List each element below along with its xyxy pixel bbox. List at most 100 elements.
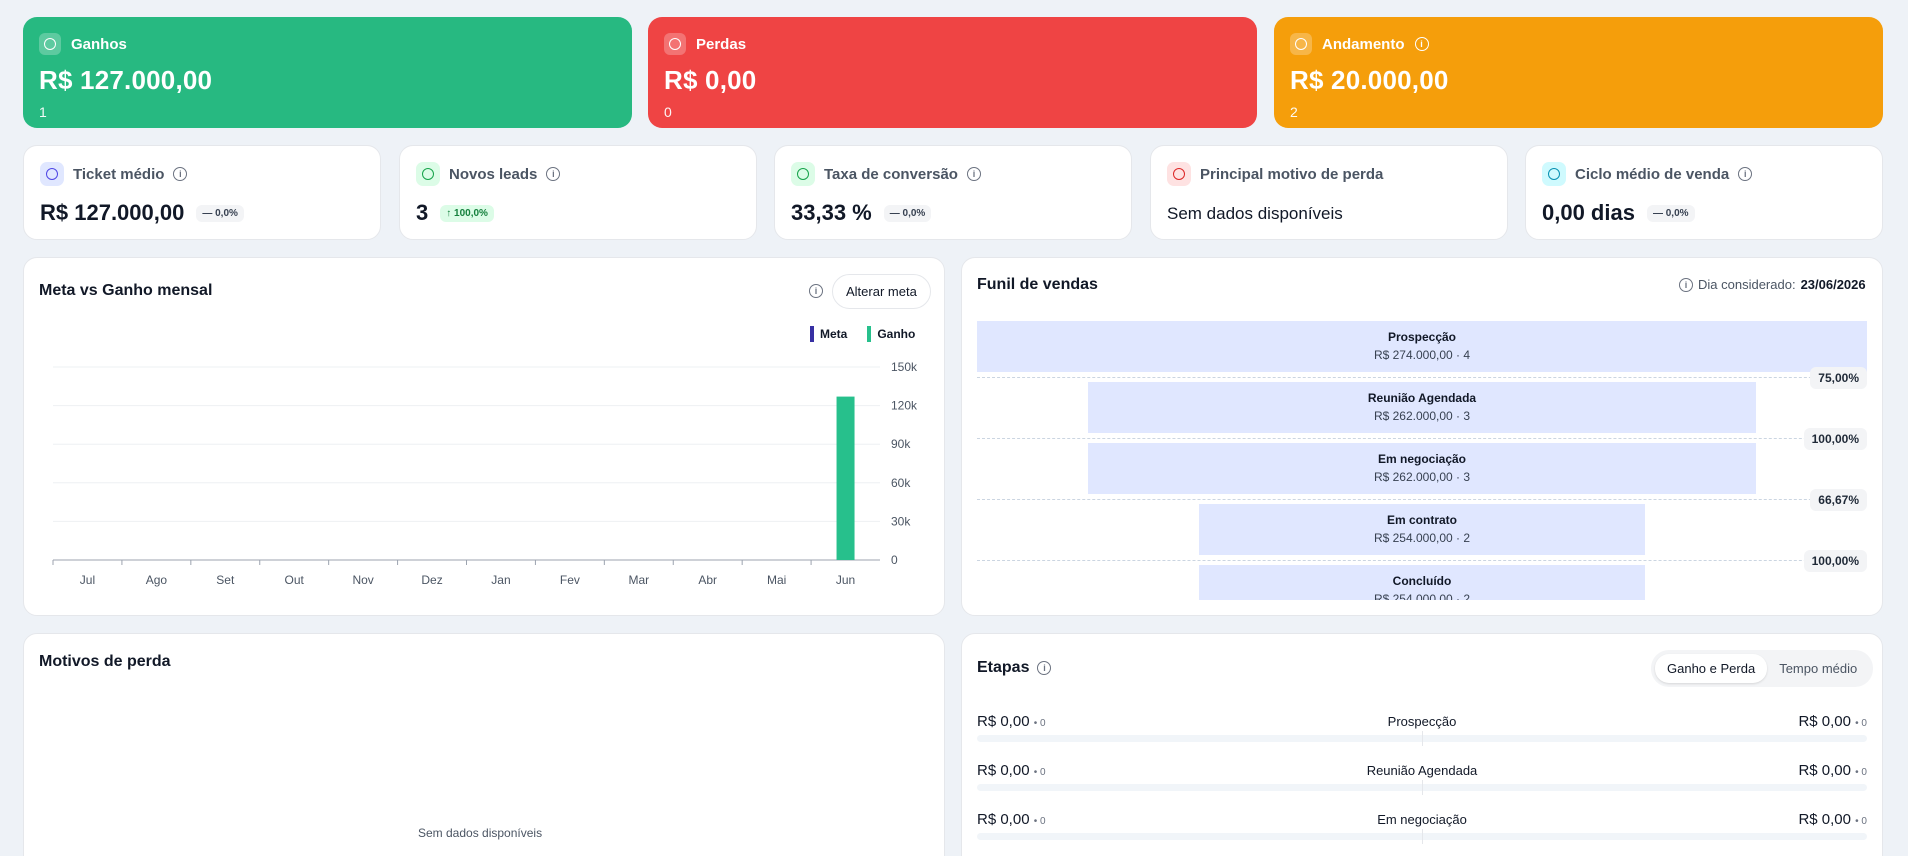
- kpi-andamento: Andamento i R$ 20.000,00 2: [1274, 17, 1883, 128]
- meta-chart-title: Meta vs Ganho mensal: [39, 282, 213, 299]
- etapa-left-count: • 0: [1033, 718, 1046, 729]
- y-tick-label: 120k: [891, 399, 918, 413]
- funnel-divider: [977, 377, 1867, 378]
- funnel-step[interactable]: Prospecção R$ 274.000,00 · 4: [977, 321, 1867, 372]
- funnel-step-value: R$ 262.000,00 · 3: [1373, 470, 1471, 484]
- etapa-row: R$ 0,00 • 0 Reunião Agendada R$ 0,00 • 0: [977, 762, 1867, 802]
- info-icon[interactable]: i: [1679, 277, 1693, 292]
- metric-ciclo-medio: Ciclo médio de venda i 0,00 dias — 0,0%: [1525, 145, 1883, 240]
- chart-legend: Meta Ganho: [810, 326, 915, 342]
- tab-ganho-e-perda[interactable]: Ganho e Perda: [1655, 654, 1768, 683]
- tab-tempo-medio[interactable]: Tempo médio: [1779, 661, 1858, 676]
- metric-ticket-delta: — 0,0%: [196, 204, 244, 222]
- info-icon[interactable]: i: [546, 167, 561, 181]
- y-tick-label: 60k: [891, 476, 911, 490]
- bar-ganho[interactable]: [836, 396, 855, 560]
- funnel-step[interactable]: Em contrato R$ 254.000,00 · 2: [1199, 504, 1645, 555]
- meta-vs-ganho-chart: 150k 120k 90k 60k 30k 0 Jul Ago Set Out Nov Dez Jan F…: [52, 360, 918, 587]
- metric-ticket-value: R$ 127.000,00: [40, 200, 185, 225]
- etapa-bar-divider: [1422, 731, 1423, 746]
- funnel-step-value: R$ 254.000,00 · 2: [1373, 592, 1471, 600]
- legend-ganho: Ganho: [867, 326, 915, 342]
- funnel-rate: 100,00%: [1803, 550, 1867, 572]
- etapa-left-value: R$ 0,00: [977, 762, 1030, 779]
- funnel-step-value: R$ 262.000,00 · 3: [1373, 409, 1471, 423]
- funnel-divider: [977, 438, 1867, 439]
- x-tick-label: Abr: [698, 573, 717, 587]
- kpi-perdas-header: Perdas: [664, 33, 1241, 55]
- kpi-andamento-count: 2: [1290, 104, 1298, 120]
- funnel-date-value: 23/06/2026: [1800, 277, 1866, 292]
- kpi-andamento-value: R$ 20.000,00: [1290, 65, 1449, 95]
- info-icon[interactable]: i: [1414, 37, 1429, 51]
- info-icon[interactable]: i: [1738, 167, 1753, 181]
- etapa-right: R$ 0,00 • 0: [1798, 762, 1867, 779]
- metric-leads-label: Novos leads: [449, 165, 538, 183]
- x-tick-label: Mar: [628, 573, 649, 587]
- funnel-rate: 75,00%: [1810, 367, 1867, 389]
- etapa-left: R$ 0,00 • 0: [977, 713, 1046, 730]
- x-tick-label: Fev: [560, 573, 580, 587]
- funnel-step-name: Prospecção: [1387, 330, 1457, 344]
- funnel-step-name: Em contrato: [1386, 513, 1457, 527]
- x-tick-label: Out: [285, 573, 305, 587]
- alterar-meta-button[interactable]: Alterar meta: [832, 274, 931, 309]
- funnel-rate: 100,00%: [1803, 428, 1867, 450]
- kpi-perdas-value: R$ 0,00: [664, 65, 757, 95]
- clock-icon: [1542, 162, 1566, 186]
- metric-ciclo-values: 0,00 dias — 0,0%: [1542, 200, 1866, 226]
- info-icon[interactable]: i: [966, 167, 981, 181]
- etapa-name: Prospecção: [1387, 714, 1457, 729]
- metric-motivo-value: Sem dados disponíveis: [1167, 204, 1343, 223]
- etapa-right: R$ 0,00 • 0: [1798, 713, 1867, 730]
- info-icon[interactable]: i: [809, 284, 823, 298]
- motivos-empty: Sem dados disponíveis: [418, 826, 543, 840]
- etapa-name: Em negociação: [1377, 812, 1467, 827]
- funnel-date: i Dia considerado: 23/06/2026: [1679, 277, 1866, 292]
- etapas-title: Etapas: [977, 659, 1030, 676]
- etapa-right: R$ 0,00 • 0: [1798, 811, 1867, 828]
- etapa-right-value: R$ 0,00: [1798, 811, 1851, 828]
- funnel-step-value: R$ 274.000,00 · 4: [1373, 348, 1471, 362]
- x-tick-label: Set: [216, 573, 235, 587]
- metric-taxa-conversao: Taxa de conversão i 33,33 % — 0,0%: [774, 145, 1132, 240]
- kpi-ganhos-count: 1: [39, 104, 47, 120]
- minus-circle-icon: [1290, 33, 1312, 55]
- funnel-step[interactable]: Em negociação R$ 262.000,00 · 3: [1088, 443, 1756, 494]
- funnel-date-label: Dia considerado:: [1698, 277, 1796, 292]
- x-tick-label: Dez: [421, 573, 442, 587]
- funnel-step[interactable]: Concluído R$ 254.000,00 · 2: [1199, 565, 1645, 600]
- legend-meta-label: Meta: [820, 327, 848, 341]
- legend-ganho-label: Ganho: [877, 327, 916, 341]
- etapas-tabs: Ganho e Perda Tempo médio: [1651, 650, 1874, 687]
- motivos-title: Motivos de perda: [39, 653, 171, 670]
- funnel-step[interactable]: Reunião Agendada R$ 262.000,00 · 3: [1088, 382, 1756, 433]
- funnel-divider: [977, 560, 1867, 561]
- metric-motivo-label: Principal motivo de perda: [1200, 165, 1384, 183]
- etapa-row: R$ 0,00 • 0 Em negociação R$ 0,00 • 0: [977, 811, 1867, 851]
- funnel-step-name: Concluído: [1392, 574, 1452, 588]
- x-circle-icon: [1167, 162, 1191, 186]
- etapa-name: Reunião Agendada: [1366, 763, 1478, 778]
- etapa-left-value: R$ 0,00: [977, 811, 1030, 828]
- legend-meta-swatch: [810, 326, 814, 342]
- x-tick-label: Mai: [767, 573, 786, 587]
- metric-ciclo-value: 0,00 dias: [1542, 200, 1635, 225]
- etapa-left: R$ 0,00 • 0: [977, 811, 1046, 828]
- kpi-ganhos-label: Ganhos: [71, 35, 127, 53]
- legend-ganho-swatch: [867, 326, 872, 342]
- metric-conversao-delta: — 0,0%: [883, 204, 932, 222]
- info-icon[interactable]: i: [173, 167, 188, 181]
- kpi-ganhos-header: Ganhos: [39, 33, 616, 55]
- check-circle-icon: [791, 162, 815, 186]
- kpi-ganhos: Ganhos R$ 127.000,00 1: [23, 17, 632, 128]
- etapa-bar-divider: [1422, 829, 1423, 844]
- metric-ticket-header: Ticket médio i: [40, 162, 364, 186]
- etapa-right-count: • 0: [1855, 718, 1867, 729]
- y-tick-label: 30k: [891, 514, 911, 528]
- metric-principal-motivo: Principal motivo de perda Sem dados disp…: [1150, 145, 1508, 240]
- funnel-rate: 66,67%: [1810, 489, 1867, 511]
- info-icon[interactable]: i: [1037, 661, 1052, 675]
- kpi-perdas-count: 0: [664, 104, 672, 120]
- metric-conversao-value: 33,33 %: [791, 200, 872, 225]
